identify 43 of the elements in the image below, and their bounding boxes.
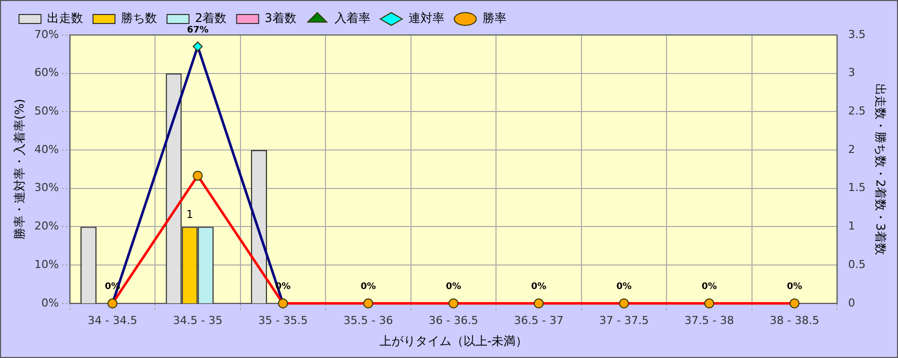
y-tick-label: 50%	[34, 104, 59, 118]
x-tick-label: 34.5 - 35	[173, 314, 222, 327]
y2-tick-label: 0	[848, 296, 856, 310]
legend-label: 入着率	[334, 11, 370, 26]
x-tick-label: 35.5 - 36	[344, 314, 393, 327]
y2-tick-label: 1	[848, 220, 856, 233]
legend-label: 出走数	[47, 11, 83, 26]
text: 0%	[786, 282, 802, 292]
x-tick-label: 37.5 - 38	[684, 314, 734, 327]
y2-axis-title: 出走数・勝ち数・2着数・3着数	[874, 84, 888, 255]
text: 0%	[446, 282, 462, 292]
x-tick-label: 36 - 36.5	[428, 314, 478, 327]
y-axis-title: 勝率・連対率・入着率(%)	[12, 98, 26, 240]
x-tick-label: 36.5 - 37	[514, 314, 564, 327]
y-tick-label: 70%	[34, 28, 59, 41]
data-label: 1	[186, 208, 194, 222]
x-tick-label: 35 - 35.5	[258, 314, 308, 327]
text: 0%	[360, 282, 376, 292]
y2-tick-label: 3	[848, 66, 856, 80]
y2-tick-label: 2	[848, 142, 856, 156]
legend-label: 2着数	[195, 11, 227, 26]
y-tick-label: 30%	[34, 181, 59, 194]
y2-tick-label: 2.5	[848, 104, 866, 118]
text: 0%	[702, 282, 717, 292]
y-tick-label: 20%	[34, 220, 59, 233]
x-axis-title: 上がりタイム（以上-未満）	[379, 334, 528, 348]
y2-tick-label: 0.5	[848, 258, 866, 271]
x-tick-label: 34 - 34.5	[88, 314, 138, 327]
legend-label: 勝率	[482, 11, 506, 26]
y-tick-label: 60%	[34, 66, 59, 80]
legend-label: 連対率	[408, 11, 444, 26]
data-label: 67%	[186, 25, 208, 36]
x-tick-label: 38 - 38.5	[770, 314, 820, 327]
y-tick-label: 0%	[41, 296, 59, 310]
y-tick-label: 10%	[34, 258, 59, 271]
x-tick-label: 37 - 37.5	[599, 314, 649, 327]
legend-label: 3着数	[264, 11, 296, 26]
y2-tick-label: 1.5	[848, 181, 866, 194]
text: 0%	[616, 282, 632, 292]
text: 0%	[531, 282, 546, 292]
y-tick-label: 40%	[34, 142, 59, 156]
legend-label: 勝ち数	[121, 11, 157, 26]
y2-tick-label: 3.5	[848, 28, 866, 41]
